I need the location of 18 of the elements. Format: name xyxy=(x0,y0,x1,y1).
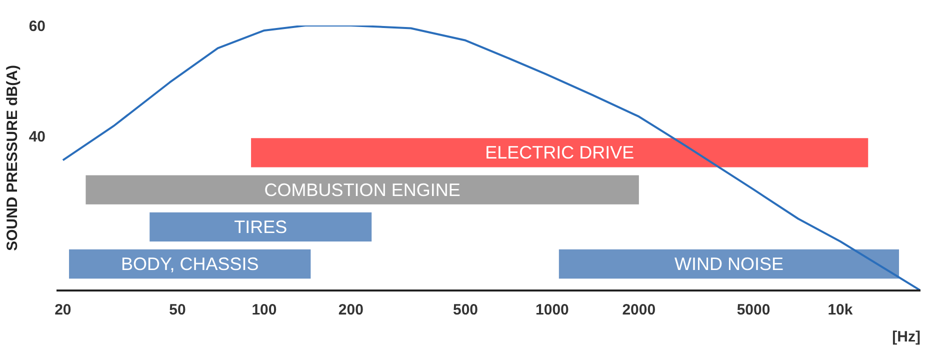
band-label: TIRES xyxy=(234,216,288,237)
y-axis-title: SOUND PRESSURE dB(A) xyxy=(4,65,21,251)
x-tick-label: 10k xyxy=(828,302,854,318)
x-tick-label: 20 xyxy=(54,302,72,318)
band-label: BODY, CHASSIS xyxy=(121,254,259,274)
x-tick-label: 200 xyxy=(338,302,364,318)
band-label: ELECTRIC DRIVE xyxy=(485,142,634,163)
x-tick-label: 50 xyxy=(169,302,186,318)
x-tick-label: 2000 xyxy=(622,302,656,318)
x-tick-label: 500 xyxy=(453,302,478,318)
x-tick-label: 1000 xyxy=(536,302,569,318)
x-tick-label: 100 xyxy=(252,302,277,318)
y-tick-label: 40 xyxy=(28,128,46,146)
y-tick-label: 60 xyxy=(28,18,46,35)
x-tick-label: 5000 xyxy=(736,302,770,318)
band-label: COMBUSTION ENGINE xyxy=(264,180,460,200)
band-label: WIND NOISE xyxy=(674,254,784,274)
x-axis-title: [Hz] xyxy=(892,328,921,346)
